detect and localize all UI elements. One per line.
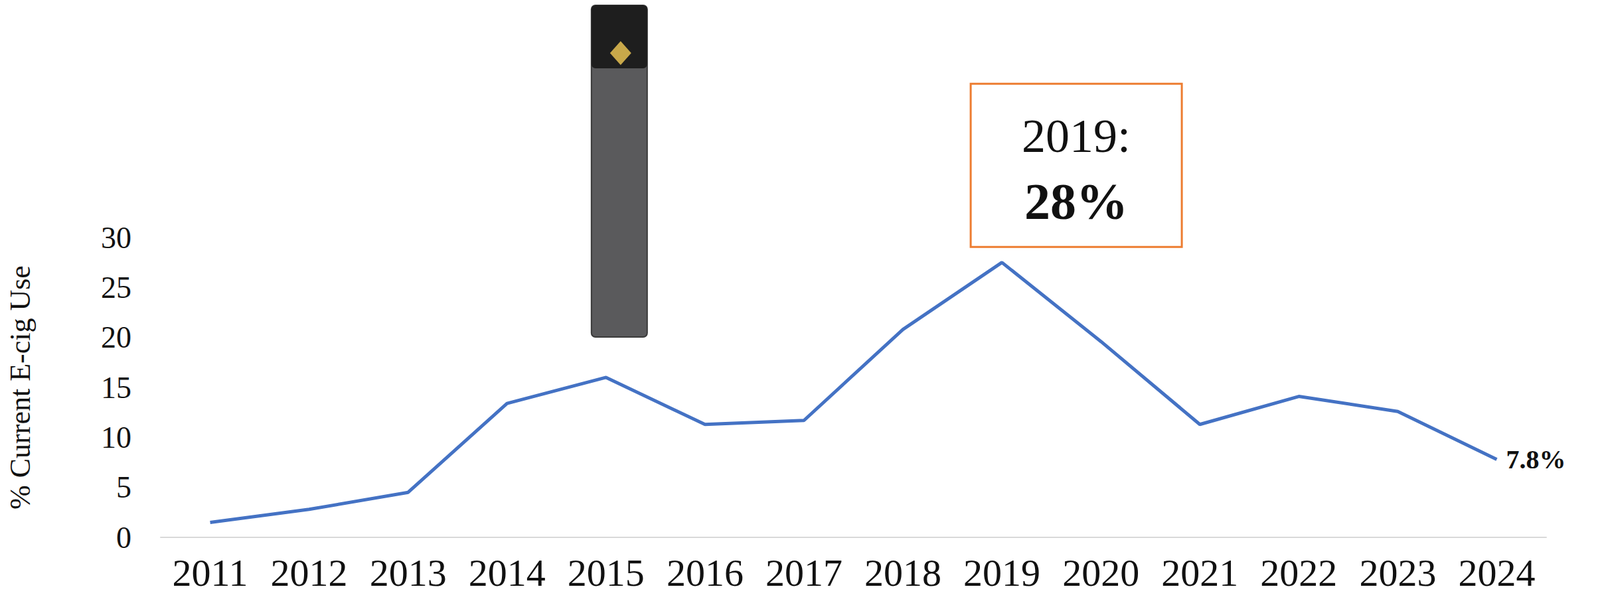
svg-text:15: 15 (100, 371, 132, 405)
svg-text:2019:: 2019: (1021, 109, 1131, 163)
svg-text:2016: 2016 (666, 551, 744, 595)
svg-text:30: 30 (100, 221, 132, 255)
svg-text:20: 20 (100, 320, 132, 355)
svg-text:2024: 2024 (1457, 551, 1535, 595)
svg-text:2012: 2012 (270, 551, 348, 595)
svg-text:2013: 2013 (369, 551, 447, 595)
svg-text:5: 5 (116, 470, 132, 505)
svg-text:2014: 2014 (468, 551, 546, 595)
svg-text:7.8%: 7.8% (1505, 444, 1566, 475)
svg-text:2019: 2019 (963, 551, 1041, 595)
svg-text:2020: 2020 (1062, 551, 1140, 595)
svg-text:2021: 2021 (1161, 551, 1239, 595)
svg-text:10: 10 (100, 420, 132, 455)
svg-text:2023: 2023 (1359, 551, 1437, 595)
svg-text:2018: 2018 (864, 551, 942, 595)
svg-text:2022: 2022 (1260, 551, 1338, 595)
svg-text:0: 0 (116, 521, 132, 556)
svg-text:2017: 2017 (765, 551, 843, 595)
svg-text:28%: 28% (1024, 172, 1128, 231)
svg-text:2011: 2011 (172, 551, 249, 595)
svg-text:25: 25 (100, 270, 132, 305)
svg-text:% Current E-cig Use: % Current E-cig Use (3, 265, 37, 510)
svg-text:2015: 2015 (567, 551, 645, 595)
